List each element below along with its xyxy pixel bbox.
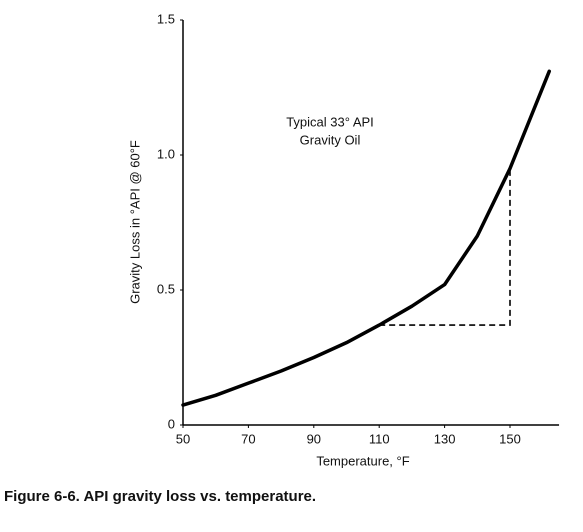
figure-caption: Figure 6-6. API gravity loss vs. tempera… <box>4 488 316 505</box>
x-tick-label: 150 <box>499 431 521 446</box>
y-tick-label: 1.5 <box>157 11 175 26</box>
y-tick-label: 1.0 <box>157 146 175 161</box>
y-tick-label: 0 <box>168 416 175 431</box>
x-tick-label: 50 <box>176 431 190 446</box>
x-tick-label: 90 <box>307 431 321 446</box>
reference-dashed-line <box>379 168 511 326</box>
annotation: Gravity Oil <box>300 132 361 147</box>
x-axis-label: Temperature, °F <box>316 453 409 468</box>
y-tick-label: 0.5 <box>157 281 175 296</box>
annotation: Typical 33° API <box>286 114 374 129</box>
x-tick-label: 70 <box>241 431 255 446</box>
x-tick-label: 130 <box>434 431 456 446</box>
y-axis-label: Gravity Loss in °API @ 60°F <box>127 140 142 304</box>
x-tick-label: 110 <box>369 431 390 446</box>
